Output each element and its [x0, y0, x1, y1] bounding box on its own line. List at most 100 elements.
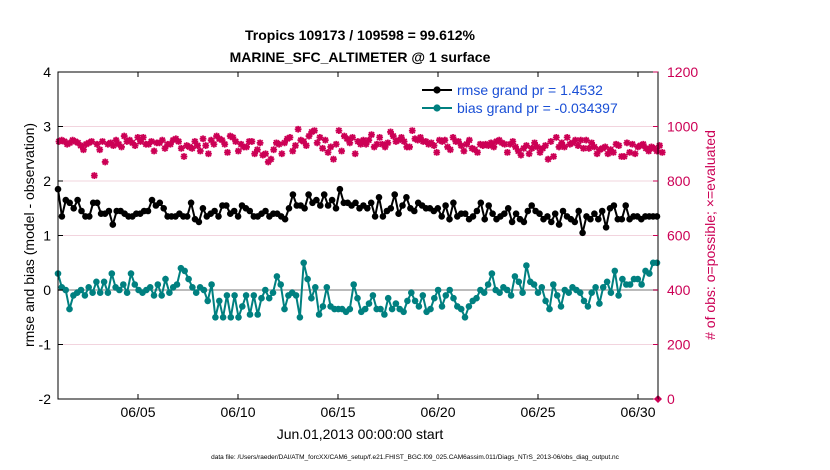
obs-count-glyph — [316, 134, 324, 141]
obs-count-glyph — [490, 143, 498, 151]
obs-count-glyph — [90, 172, 98, 179]
obs-count-marker — [615, 142, 623, 149]
obs-count-glyph — [248, 138, 256, 145]
obs-count-glyph — [642, 144, 650, 152]
rmse-point — [528, 202, 535, 209]
obs-count-glyph — [80, 146, 87, 154]
chart-title-line2: MARINE_SFC_ALTIMETER @ 1 surface — [230, 49, 491, 65]
obs-count-marker — [289, 147, 297, 155]
obs-count-marker — [639, 140, 647, 148]
obs-count-glyph — [607, 146, 615, 154]
bias-point — [185, 275, 192, 283]
obs-count-glyph — [354, 138, 362, 145]
bias-point — [488, 270, 496, 277]
rmse-point — [367, 199, 375, 207]
y-axis-right: 0 200 400 600 800 1000 1200 — [653, 64, 698, 407]
bias-point — [603, 278, 611, 286]
obs-count-glyph — [398, 134, 405, 141]
bias-point — [611, 267, 619, 275]
obs-count-marker — [128, 139, 136, 147]
obs-count-glyph — [275, 140, 283, 148]
obs-count-glyph — [327, 143, 335, 151]
obs-count-glyph — [455, 138, 462, 145]
rmse-point — [144, 207, 152, 215]
bias-point — [550, 281, 557, 288]
rmse-point — [520, 218, 528, 226]
bias-point — [354, 294, 361, 302]
obs-count-marker — [620, 153, 628, 160]
bias-point — [281, 305, 288, 313]
rmse-point — [622, 202, 629, 209]
rmse-point — [555, 221, 563, 228]
obs-count-marker — [305, 132, 313, 140]
bias-point — [634, 275, 642, 283]
rmse-point — [434, 205, 442, 212]
rmse-point — [559, 207, 567, 215]
obs-count-marker — [438, 138, 446, 145]
rmse-point — [512, 210, 520, 217]
bias-point — [404, 297, 411, 305]
bias-point — [607, 289, 615, 297]
obs-count-glyph — [267, 155, 275, 163]
bias-point — [557, 303, 565, 310]
rmse-point — [336, 185, 344, 193]
obs-count-glyph — [392, 138, 400, 145]
obs-count-glyph — [300, 138, 307, 145]
obs-count-marker — [199, 135, 207, 143]
bias-point — [189, 284, 196, 291]
bias-point — [615, 292, 622, 299]
obs-count-glyph — [145, 140, 153, 148]
obs-count-glyph — [134, 134, 142, 141]
obs-count-glyph — [191, 138, 199, 145]
obs-count-marker — [292, 142, 299, 149]
obs-count-marker — [430, 142, 438, 149]
rmse-point — [587, 215, 594, 223]
obs-count-glyph — [539, 144, 547, 152]
obs-count-glyph — [202, 142, 210, 149]
rmse-point — [371, 213, 379, 220]
obs-count-glyph — [177, 144, 185, 152]
obs-count-glyph — [118, 143, 125, 151]
obs-count-glyph — [167, 140, 174, 148]
bias-point — [350, 281, 358, 288]
obs-count-marker — [156, 139, 163, 147]
rmse-point — [598, 207, 606, 215]
obs-count-glyph — [487, 139, 495, 147]
obs-count-glyph — [653, 147, 661, 155]
obs-count-glyph — [215, 135, 223, 143]
obs-count-glyph — [71, 138, 79, 145]
obs-count-marker — [427, 139, 435, 147]
bias-point — [250, 292, 258, 299]
obs-count-glyph — [389, 132, 397, 140]
obs-count-marker — [359, 136, 367, 144]
obs-count-marker — [321, 136, 329, 144]
obs-count-marker — [262, 150, 269, 158]
obs-count-glyph — [425, 140, 432, 148]
obs-count-marker — [487, 139, 495, 147]
bias-point — [377, 305, 384, 313]
x-axis: 06/05 06/10 06/15 06/20 06/25 06/30 — [120, 72, 656, 420]
obs-count-glyph — [422, 138, 430, 145]
bias-point — [158, 292, 165, 299]
obs-count-glyph — [234, 147, 242, 155]
obs-count-marker — [552, 134, 560, 141]
obs-count-glyph — [156, 139, 163, 147]
obs-count-marker — [528, 144, 536, 152]
obs-count-marker — [368, 131, 375, 139]
obs-count-glyph — [631, 150, 639, 158]
bias-point — [146, 284, 154, 291]
obs-count-marker — [229, 134, 237, 141]
obs-count-glyph — [623, 139, 631, 147]
obs-count-marker — [650, 144, 658, 152]
bias-point — [457, 305, 465, 313]
obs-count-glyph — [634, 143, 642, 151]
obs-count-marker — [580, 144, 587, 152]
rmse-point — [524, 207, 532, 215]
obs-count-marker — [495, 136, 503, 144]
obs-count-glyph — [533, 143, 541, 151]
obs-count-glyph — [648, 143, 655, 151]
obs-count-marker — [134, 134, 142, 141]
obs-count-marker — [509, 138, 517, 145]
obs-count-glyph — [93, 140, 101, 148]
